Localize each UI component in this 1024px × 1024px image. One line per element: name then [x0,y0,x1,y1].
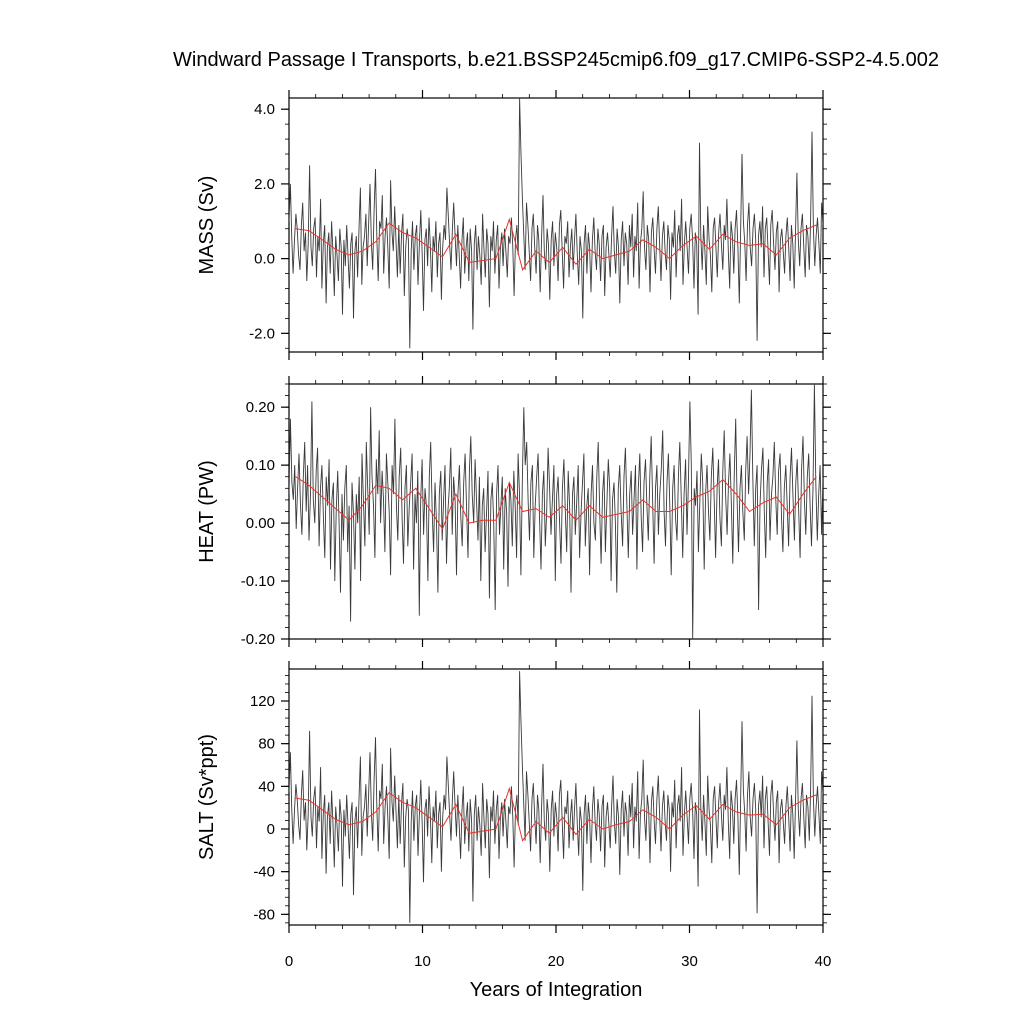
y-tick-label-heat: 0.00 [246,515,275,532]
y-tick-label-heat: -0.20 [241,631,275,648]
y-axis-label-salt: SALT (Sv*ppt) [196,734,218,860]
plot-frame-salt [288,668,824,926]
y-tick-label-mass: 2.0 [254,176,275,193]
y-tick-label-salt: 80 [258,736,275,753]
series-monthly-salt [289,671,823,923]
x-tick-label: 20 [548,953,565,970]
panel-heat: -0.20 -0.10 0.00 0.10 0.20 HEAT (PW) [196,376,831,648]
y-tick-label-salt: 40 [258,778,275,795]
y-tick-label-mass: 0.0 [254,251,275,268]
x-tick-label: 10 [414,953,431,970]
y-tick-label-mass: 4.0 [254,101,275,118]
y-tick-label-heat: -0.10 [241,573,275,590]
panel-salt: -80 -40 0 40 80 120 SALT (Sv*ppt) [196,661,831,933]
x-tick-label: 0 [285,953,293,970]
panels-group: -2.0 0.0 2.0 4.0 MASS (Sv) -0.20 -0.10 0.00 0.10… [196,90,831,970]
y-tick-label-salt: -40 [253,864,275,881]
series-monthly-mass [289,98,823,349]
y-tick-label-salt: 120 [250,693,275,710]
y-tick-label-salt: -80 [253,906,275,923]
y-tick-label-heat: 0.10 [246,457,275,474]
y-tick-label-salt: 0 [267,821,275,838]
x-tick-label: 40 [815,953,832,970]
y-axis-label-heat: HEAT (PW) [196,460,218,563]
y-tick-label-heat: 0.20 [246,399,275,416]
y-axis-label-mass: MASS (Sv) [196,176,218,275]
y-tick-label-mass: -2.0 [249,325,275,342]
series-annual-mean-salt [295,786,817,842]
panel-mass: -2.0 0.0 2.0 4.0 MASS (Sv) [196,90,831,360]
chart-title: Windward Passage I Transports, b.e21.BSS… [173,49,939,71]
x-axis-label: Years of Integration [470,979,643,1001]
plot-frame-mass [288,97,824,353]
series-annual-mean-heat [295,476,817,530]
x-tick-label: 30 [681,953,698,970]
series-annual-mean-mass [295,217,817,271]
